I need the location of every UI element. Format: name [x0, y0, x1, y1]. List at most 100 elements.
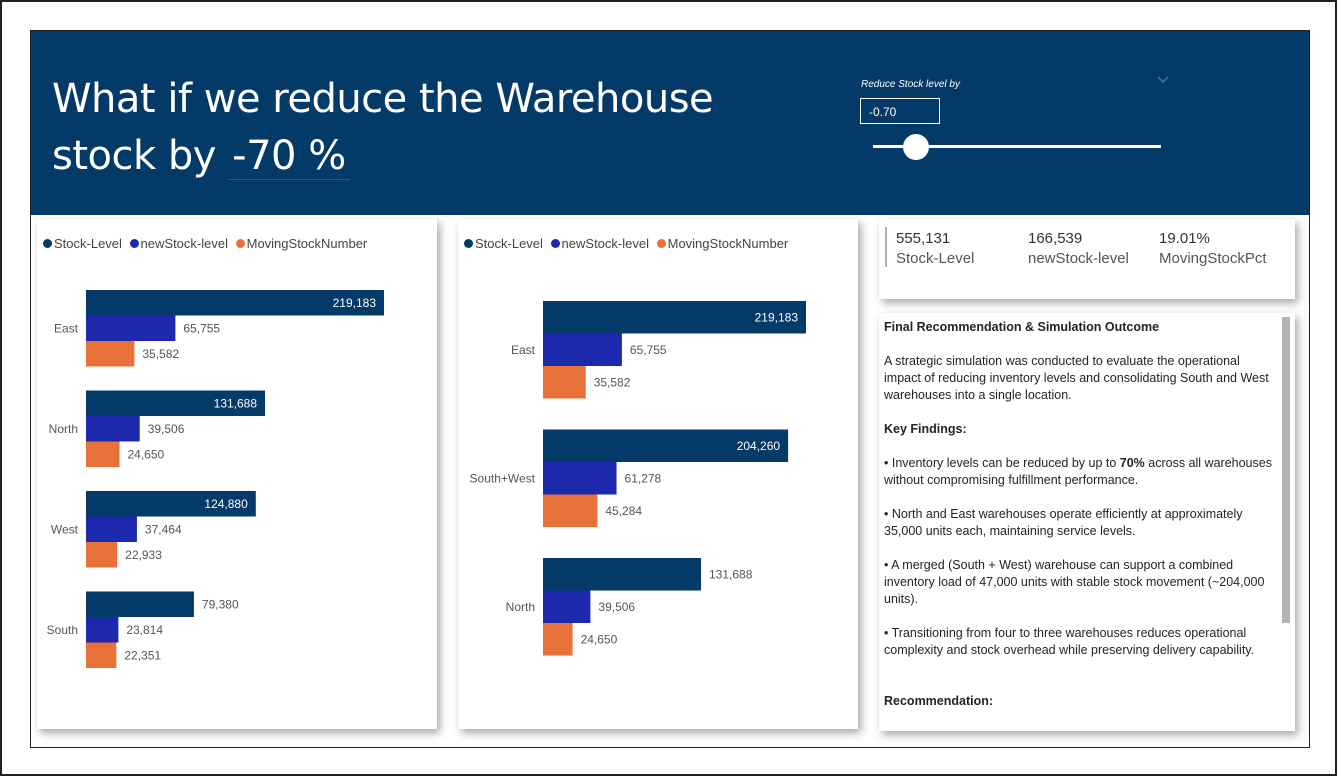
report-canvas: What if we reduce the Warehouse stock by… — [30, 30, 1310, 748]
bar-movingstocknumber-north[interactable] — [86, 441, 120, 468]
chart-panel-regions: Stock-Level newStock-level MovingStockNu… — [37, 219, 437, 729]
bar-newstock-level-north[interactable] — [543, 590, 591, 624]
recommendation-card: Final Recommendation & Simulation Outcom… — [879, 313, 1295, 731]
bar-chart-regions: East 219,183 65,755 35,582 North 131,688 39,50… — [47, 290, 384, 669]
bar-newstock-level-west[interactable] — [86, 516, 137, 543]
kpi-card: 555,131 Stock-Level 166,539 newStock-lev… — [879, 219, 1295, 299]
legend-item-stock-level[interactable]: Stock-Level — [464, 236, 543, 251]
data-label: 24,650 — [128, 447, 165, 461]
finding-3: • A merged (South + West) warehouse can … — [884, 558, 1265, 606]
bar-stock-level-east[interactable] — [86, 290, 384, 316]
legend-item-stock-level[interactable]: Stock-Level — [43, 236, 122, 251]
data-label: 35,582 — [142, 347, 179, 361]
data-label: 22,933 — [125, 548, 162, 562]
bar-stock-level-south[interactable] — [86, 591, 194, 618]
reduce-stock-input[interactable]: -0.70 — [860, 98, 940, 124]
legend-dot-icon — [235, 239, 245, 248]
title-prefix: stock by — [52, 133, 216, 179]
chart-legend: Stock-Level newStock-level MovingStockNu… — [43, 236, 371, 251]
scrollbar[interactable] — [1282, 317, 1290, 623]
chart-panel-merged: Stock-Level newStock-level MovingStockNu… — [458, 219, 858, 729]
data-label: 65,755 — [183, 321, 220, 335]
legend-item-moving-stock-number[interactable]: MovingStockNumber — [656, 236, 788, 251]
legend-dot-icon — [464, 239, 473, 248]
finding-4: • Transitioning from four to three wareh… — [884, 626, 1255, 657]
bar-newstock-level-east[interactable] — [543, 333, 622, 367]
title-line-2: stock by -70 % — [52, 128, 713, 185]
data-label: 204,260 — [737, 439, 781, 453]
reduce-stock-slider-thumb[interactable] — [903, 134, 930, 160]
bar-movingstocknumber-north[interactable] — [543, 623, 573, 656]
data-label: 79,380 — [202, 597, 239, 611]
chart-legend: Stock-Level newStock-level MovingStockNu… — [464, 236, 792, 251]
finding-2: • North and East warehouses operate effi… — [884, 507, 1243, 538]
data-label: 65,755 — [630, 343, 667, 357]
bar-stock-level-southwest[interactable] — [543, 429, 789, 463]
category-label: South+West — [470, 471, 536, 485]
category-label: East — [511, 343, 536, 357]
data-label: 61,278 — [625, 471, 662, 485]
category-label: South — [47, 623, 78, 637]
legend-item-moving-stock-number[interactable]: MovingStockNumber — [235, 236, 367, 251]
data-label: 23,814 — [126, 623, 163, 637]
kpi-label: MovingStockPct — [1159, 250, 1267, 267]
bar-stock-level-north[interactable] — [543, 558, 702, 591]
bar-stock-level-north[interactable] — [86, 390, 266, 417]
recommendation-intro: A strategic simulation was conducted to … — [884, 354, 1269, 402]
data-label: 131,688 — [709, 567, 753, 581]
legend-dot-icon — [129, 239, 139, 248]
chevron-down-icon[interactable] — [1157, 75, 1171, 89]
data-label: 131,688 — [214, 396, 258, 410]
recommendation-text: Final Recommendation & Simulation Outcom… — [884, 319, 1274, 727]
bar-newstock-level-south[interactable] — [86, 617, 119, 643]
finding-1: • Inventory levels can be reduced by up … — [884, 456, 1272, 487]
data-label: 37,464 — [145, 522, 182, 536]
legend-item-new-stock-level[interactable]: newStock-level — [550, 236, 649, 251]
title-line-1: What if we reduce the Warehouse — [52, 76, 714, 122]
title-reduction-value: -70 % — [228, 133, 350, 180]
legend-dot-icon — [656, 239, 666, 248]
data-label: 39,506 — [148, 422, 185, 436]
bar-movingstocknumber-west[interactable] — [86, 542, 118, 568]
kpi-value: 166,539 — [1028, 230, 1083, 247]
bar-newstock-level-north[interactable] — [86, 416, 140, 442]
recommendation-heading: Final Recommendation & Simulation Outcom… — [884, 320, 1160, 334]
reduce-stock-slider-track[interactable] — [873, 145, 1161, 148]
legend-item-new-stock-level[interactable]: newStock-level — [129, 236, 228, 251]
bar-movingstocknumber-east[interactable] — [543, 366, 586, 399]
bar-movingstocknumber-east[interactable] — [86, 341, 135, 367]
legend-dot-icon — [550, 239, 560, 248]
bar-stock-level-west[interactable] — [86, 491, 256, 517]
category-label: West — [51, 522, 79, 536]
data-label: 219,183 — [755, 310, 799, 324]
bar-newstock-level-east[interactable] — [86, 315, 176, 342]
data-label: 35,582 — [594, 375, 631, 389]
category-label: East — [54, 321, 79, 335]
data-label: 22,351 — [124, 648, 161, 662]
data-label: 219,183 — [333, 296, 377, 310]
bar-movingstocknumber-southwest[interactable] — [543, 494, 598, 528]
category-label: North — [506, 600, 535, 614]
kpi-stock-level: 555,131 Stock-Level — [896, 230, 974, 267]
bar-chart-merged: East 219,183 65,755 35,582 South+West 204,260… — [470, 301, 806, 656]
kpi-moving-stock-pct: 19.01% MovingStockPct — [1159, 230, 1267, 267]
bar-newstock-level-southwest[interactable] — [543, 462, 617, 495]
data-label: 24,650 — [581, 632, 618, 646]
kpi-value: 555,131 — [896, 230, 951, 247]
bar-movingstocknumber-south[interactable] — [86, 642, 117, 669]
kpi-new-stock-level: 166,539 newStock-level — [1028, 230, 1129, 267]
category-label: North — [49, 422, 78, 436]
kpi-label: Stock-Level — [896, 250, 975, 267]
kpi-divider — [885, 227, 887, 267]
kpi-value: 19.01% — [1159, 230, 1210, 247]
legend-dot-icon — [43, 239, 52, 248]
bar-stock-level-east[interactable] — [543, 301, 806, 334]
page-title: What if we reduce the Warehouse stock by… — [52, 71, 714, 185]
data-label: 124,880 — [204, 497, 248, 511]
slicer-label: Reduce Stock level by — [861, 79, 960, 90]
data-label: 39,506 — [598, 600, 635, 614]
header-banner: What if we reduce the Warehouse stock by… — [31, 31, 1309, 215]
data-label: 45,284 — [605, 504, 642, 518]
kpi-label: newStock-level — [1028, 250, 1129, 267]
